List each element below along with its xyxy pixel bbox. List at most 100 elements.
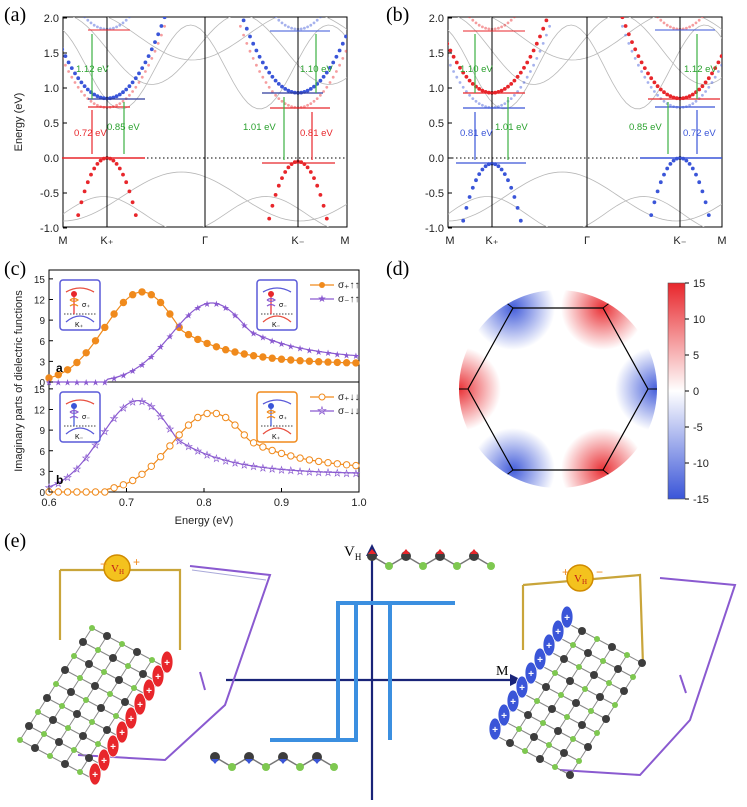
cond-kminus-pt-5 — [254, 48, 259, 53]
cond-kplus-pt-14 — [477, 87, 482, 91]
cond-kplus-pt-7 — [69, 66, 74, 70]
atom-29 — [602, 715, 610, 723]
atom-42 — [79, 638, 87, 646]
b-sigma-minus-marker-31: ★ — [333, 469, 341, 479]
valence-kplus-pt-10 — [73, 228, 77, 232]
atom-11 — [576, 758, 582, 764]
cond2-kplus-pt-8 — [458, 81, 462, 84]
cond2-kminus-pt-29 — [331, 75, 335, 79]
cond-kminus-pt-7 — [260, 60, 265, 65]
cond3-kplus-pt-17 — [487, 27, 491, 31]
cond2-kplus-pt-32 — [150, 57, 154, 60]
atom-31 — [77, 675, 83, 681]
atom-20 — [548, 705, 556, 713]
cond2-kplus-pt-34 — [541, 42, 545, 45]
cond-kplus-pt-4 — [448, 41, 450, 46]
a-sigma-minus-marker-11: ★ — [147, 353, 155, 363]
heatmap-disc — [459, 290, 657, 488]
cond2-kminus-pt-10 — [271, 90, 274, 93]
cond-kminus-pt-25 — [318, 78, 323, 83]
atom-13 — [49, 716, 57, 724]
spin-8 — [560, 605, 574, 629]
cond3-kplus-pt-28 — [138, 3, 141, 6]
valence-kminus-pt-36 — [729, 369, 733, 373]
atom-18 — [43, 694, 51, 702]
atom-45 — [600, 658, 606, 664]
spin-sign-8: + — [164, 658, 170, 669]
ytick-label-c-0-1: 3 — [39, 357, 45, 368]
b-sigma-plus-marker-20 — [231, 421, 239, 429]
cond-kminus-pt-9 — [267, 70, 272, 75]
ytick-label-c-1-0: 0 — [39, 488, 45, 499]
cond-kminus-pt-12 — [276, 82, 281, 86]
cond3-kplus-pt-21 — [500, 25, 503, 29]
valence-kminus-pt-33 — [720, 286, 724, 290]
valence-kplus-pt-13 — [82, 189, 87, 194]
b-sigma-plus-marker-32 — [342, 461, 351, 469]
cond-kminus-pt-27 — [706, 76, 711, 81]
valence-kplus-pt-11 — [461, 218, 466, 223]
cbar-tick-label-6: -15 — [693, 494, 709, 506]
b-sigma-minus-marker-27: ★ — [296, 467, 304, 477]
cond3-kminus-pt-12 — [277, 18, 281, 22]
chain-atom-1 — [385, 562, 393, 570]
gray-band-0 — [457, 17, 722, 85]
inset-b-left-k: K₋ — [75, 434, 84, 441]
cond2-kplus-pt-35 — [545, 33, 548, 37]
spin-4 — [524, 661, 538, 685]
atom-13 — [524, 711, 532, 719]
atom-8 — [55, 738, 63, 746]
cond3-kplus-pt-16 — [484, 26, 487, 30]
valence-kminus-pt-6 — [251, 314, 255, 318]
valence-kminus-pt-30 — [710, 228, 714, 232]
b-sigma-minus-marker-8: ★ — [119, 404, 127, 414]
vh-right-minus: − — [596, 565, 603, 579]
inset-a-right-sigma: σ₋ — [279, 302, 287, 309]
cond-kplus-pt-34 — [156, 32, 161, 37]
valence-kminus-pt-35 — [726, 338, 730, 342]
a-sigma-minus-marker-18: ★ — [212, 300, 220, 310]
kpt-b-3: K₋ — [673, 235, 686, 247]
cond2-kminus-pt-4 — [251, 57, 255, 60]
cond-kplus-pt-12 — [470, 82, 475, 86]
valence-kminus-pt-24 — [690, 166, 695, 171]
cbar-tick-label-4: -5 — [693, 422, 703, 434]
cond2-kplus-pt-13 — [89, 99, 93, 103]
b-sigma-minus-marker-15: ★ — [184, 443, 192, 453]
valence-kplus-pt-32 — [144, 264, 148, 268]
cond-kminus-pt-35 — [351, 19, 355, 23]
cond-kplus-pt-33 — [153, 40, 157, 44]
a-sigma-plus-marker-11 — [147, 291, 156, 299]
a-sigma-minus-marker-8: ★ — [119, 371, 127, 381]
cond3-kplus-pt-16 — [99, 26, 102, 30]
cond-kminus-pt-36 — [354, 10, 358, 14]
ytick-label-c-0-3: 9 — [39, 316, 45, 327]
b-sigma-plus-marker-13 — [166, 442, 174, 450]
cond2-kminus-pt-32 — [341, 57, 345, 60]
valence-kplus-pt-2 — [433, 448, 437, 452]
atom-10 — [85, 754, 93, 762]
yticks-b: 2.0 1.5 1.0 0.5 0.0 -0.5 -1.0 — [425, 13, 452, 235]
cond2-kplus-pt-11 — [83, 93, 86, 97]
gap-a-left-mid: 0.85 eV — [107, 122, 140, 133]
dielectric-curves: ★ ★ ★ ★ ★ ★ ★ ★ ★ ★★★★★★★★ ★ ★ ★★★★ ★ ★ ★ ★ ★ ★ ★ ★ ★ ★ ★★ ★★★★★… — [45, 288, 360, 496]
b-sigma-minus-marker-9: ★ — [129, 398, 137, 408]
cond-kminus-pt-11 — [655, 84, 660, 89]
berry-curvature-map: 15 10 5 0 -5 -10 -15 — [459, 278, 709, 506]
cbar-tick-label-5: -10 — [693, 458, 709, 470]
b-sigma-minus-marker-21: ★ — [240, 461, 248, 471]
inset-b-right: σ₊ K₊ — [256, 391, 298, 443]
spin-sign-7: + — [555, 627, 561, 638]
cond-kplus-pt-9 — [76, 76, 81, 81]
cond2-kplus-pt-36 — [163, 24, 167, 28]
spin-sign-8: + — [564, 613, 570, 624]
cond-kplus-pt-4 — [63, 47, 65, 52]
b-sigma-plus-marker-24 — [268, 446, 276, 455]
cond-kminus-pt-26 — [321, 74, 326, 79]
cond3-kplus-pt-20 — [497, 26, 500, 30]
valence-kminus-pt-40 — [360, 535, 364, 539]
cond3-kminus-pt-23 — [694, 21, 698, 25]
cond-kplus-pt-5 — [448, 48, 453, 53]
ytick-label-2: 1.0 — [44, 83, 59, 95]
cond-kplus-pt-36 — [548, 10, 552, 14]
